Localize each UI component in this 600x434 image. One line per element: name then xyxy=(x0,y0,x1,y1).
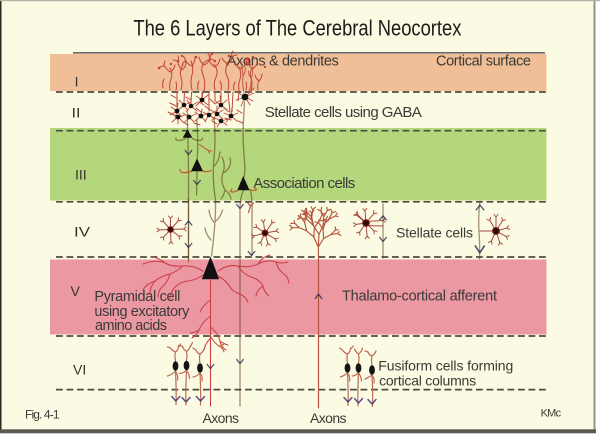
svg-text:Cortical surface: Cortical surface xyxy=(436,54,531,70)
svg-text:Axons & dendrites: Axons & dendrites xyxy=(227,54,339,70)
svg-text:Association cells: Association cells xyxy=(253,175,355,192)
svg-text:amino acids: amino acids xyxy=(95,318,167,334)
svg-text:I: I xyxy=(75,73,79,89)
svg-text:Fusiform cells forming: Fusiform cells forming xyxy=(378,357,513,373)
svg-text:II: II xyxy=(72,105,81,121)
svg-text:Stellate cells using GABA: Stellate cells using GABA xyxy=(265,104,422,121)
svg-text:Stellate cells: Stellate cells xyxy=(396,224,473,240)
svg-text:Thalamo-cortical afferent: Thalamo-cortical afferent xyxy=(342,288,497,304)
svg-text:using excitatory: using excitatory xyxy=(94,304,190,320)
svg-text:V: V xyxy=(71,283,81,299)
svg-text:III: III xyxy=(75,166,87,182)
svg-text:VI: VI xyxy=(73,361,86,377)
svg-text:KMc: KMc xyxy=(541,407,562,419)
svg-text:cortical columns: cortical columns xyxy=(379,373,476,389)
svg-text:The 6 Layers of The Cerebral N: The 6 Layers of The Cerebral Neocortex xyxy=(133,16,462,41)
svg-text:Axons: Axons xyxy=(310,410,347,426)
svg-text:IV: IV xyxy=(74,224,91,240)
svg-text:Pyramidal cell: Pyramidal cell xyxy=(94,289,180,305)
svg-text:Fig. 4-1: Fig. 4-1 xyxy=(25,407,60,421)
svg-text:Axons: Axons xyxy=(203,410,240,426)
